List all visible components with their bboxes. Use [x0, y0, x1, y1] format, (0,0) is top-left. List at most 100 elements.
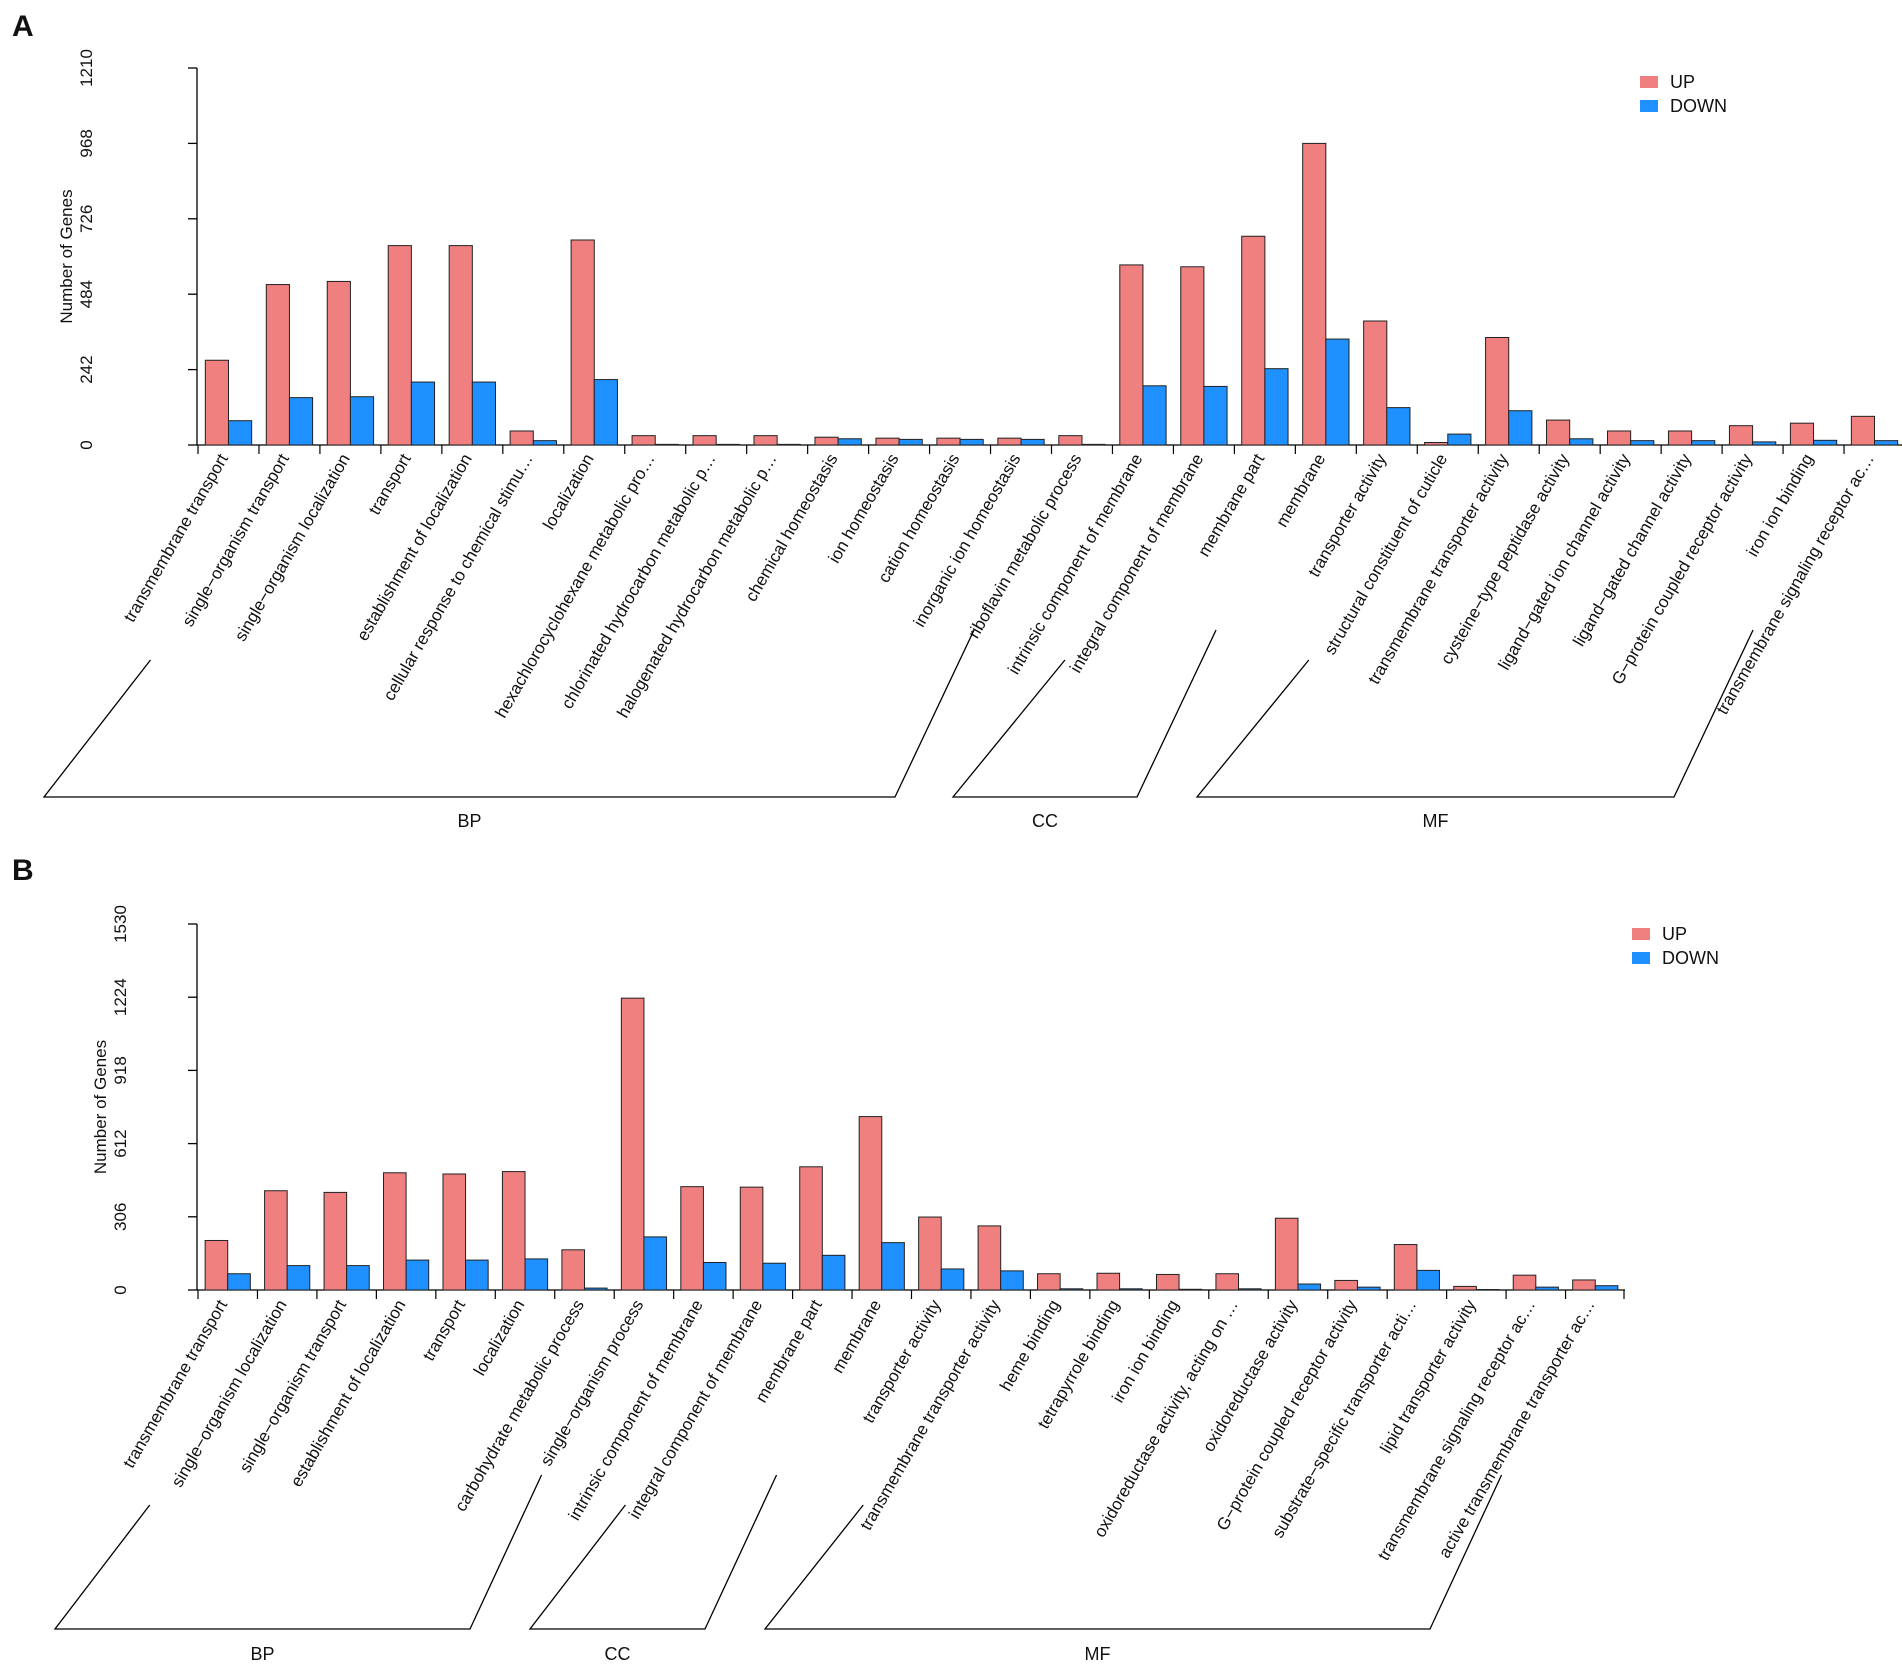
legend-label: DOWN	[1670, 96, 1727, 116]
category-label: riboflavin metabolic process	[964, 451, 1085, 642]
category-label: membrane part	[752, 1296, 826, 1406]
category-label: transmembrane transport	[119, 1296, 231, 1471]
bar-up	[814, 436, 839, 446]
bar-up	[323, 1191, 348, 1291]
legend-label: DOWN	[1662, 948, 1719, 968]
bar-down	[349, 396, 375, 446]
legend-label: UP	[1670, 72, 1695, 92]
bar-down	[410, 381, 436, 446]
bar-down	[1416, 1269, 1440, 1291]
bar-down	[1081, 443, 1106, 446]
category-label: localization	[470, 1297, 529, 1379]
y-tick-label: 1224	[111, 978, 130, 1016]
bar-up	[1155, 1273, 1180, 1291]
category-label: transport	[419, 1296, 469, 1364]
bar-down	[405, 1259, 430, 1291]
bar-up	[1546, 419, 1571, 446]
bar-up	[326, 280, 351, 446]
bar-up	[1850, 415, 1876, 446]
group-bracket	[42, 629, 975, 798]
bar-up	[739, 1186, 764, 1291]
bar-down	[1594, 1285, 1619, 1291]
bar-up	[509, 430, 534, 446]
category-label: single−organism transport	[178, 450, 293, 630]
bar-down	[837, 438, 862, 446]
bar-up	[1393, 1244, 1418, 1291]
bar-down	[1752, 441, 1777, 446]
y-tick-label: 0	[111, 1285, 130, 1294]
bar-up	[265, 284, 290, 446]
category-label: cysteine−type peptidase activity	[1437, 450, 1573, 667]
bar-up	[858, 1116, 883, 1291]
y-tick-label: 1530	[111, 905, 130, 943]
category-label: single−organism localization	[168, 1297, 291, 1491]
bar-down	[1264, 368, 1289, 446]
bar-up	[1302, 142, 1327, 446]
group-bracket	[53, 1474, 543, 1630]
bar-down	[1059, 1288, 1084, 1291]
bar-down	[1238, 1288, 1262, 1291]
bar-down	[1569, 438, 1594, 446]
y-tick-label: 612	[111, 1129, 130, 1157]
bar-up	[753, 435, 778, 446]
bar-down	[346, 1265, 370, 1291]
bar-down	[1297, 1283, 1322, 1291]
bar-up	[204, 1239, 229, 1291]
y-tick-label: 242	[77, 355, 96, 383]
category-label: localization	[539, 451, 598, 533]
y-axis-label: Number of Genes	[91, 1040, 110, 1174]
bar-down	[898, 438, 923, 446]
bar-up	[936, 437, 961, 446]
category-label: single−organism localization	[231, 451, 354, 645]
bar-down	[227, 420, 253, 446]
y-tick-label: 1210	[77, 49, 96, 87]
bar-down	[1813, 439, 1838, 446]
bar-down	[762, 1262, 786, 1291]
bar-down	[702, 1261, 727, 1291]
bar-down	[1325, 338, 1350, 446]
bar-down	[1178, 1288, 1203, 1291]
bar-down	[286, 1265, 311, 1291]
bar-up	[620, 997, 645, 1291]
bar-down	[1000, 1270, 1024, 1291]
bar-down	[1535, 1286, 1559, 1291]
category-label: membrane	[1272, 451, 1329, 531]
panel-b: B 0 306 612 918 1224 1530 Number of Genes transm…	[12, 854, 1719, 1664]
bar-up	[1789, 422, 1815, 446]
category-label: structural constituent of cuticle	[1320, 451, 1451, 659]
bar-down	[1508, 410, 1533, 446]
y-tick-label: 726	[77, 205, 96, 233]
bar-down	[1119, 1288, 1143, 1291]
bar-up	[1512, 1274, 1537, 1291]
bar-down	[821, 1254, 846, 1291]
bar-up	[1215, 1273, 1240, 1291]
y-tick-label: 484	[77, 280, 96, 308]
legend: UP DOWN	[1632, 924, 1719, 968]
group-label: MF	[1423, 811, 1449, 831]
bar-up	[680, 1186, 704, 1291]
legend-label: UP	[1662, 924, 1687, 944]
y-tick-label: 306	[111, 1203, 130, 1231]
bar-up	[1334, 1279, 1358, 1291]
category-label: ligand−gated channel activity	[1569, 450, 1695, 649]
bar-up	[1037, 1273, 1061, 1291]
bar-up	[997, 437, 1022, 446]
panel-letter: B	[12, 854, 34, 887]
bar-down	[1475, 1289, 1500, 1291]
category-label: transport	[365, 450, 415, 518]
bar-down	[593, 379, 618, 446]
bar-down	[776, 443, 801, 446]
bar-up	[799, 1166, 823, 1291]
group-label: MF	[1085, 1644, 1111, 1664]
bar-down	[532, 440, 557, 446]
bar-up	[204, 359, 229, 446]
category-label: integral component of membrane	[1066, 451, 1207, 677]
bar-down	[715, 443, 740, 446]
category-label: heme binding	[996, 1297, 1063, 1395]
bar-down	[959, 438, 984, 446]
bar-down	[1874, 440, 1899, 446]
bar-up	[1606, 430, 1632, 446]
bar-up	[387, 245, 412, 446]
bar-up	[631, 435, 656, 446]
